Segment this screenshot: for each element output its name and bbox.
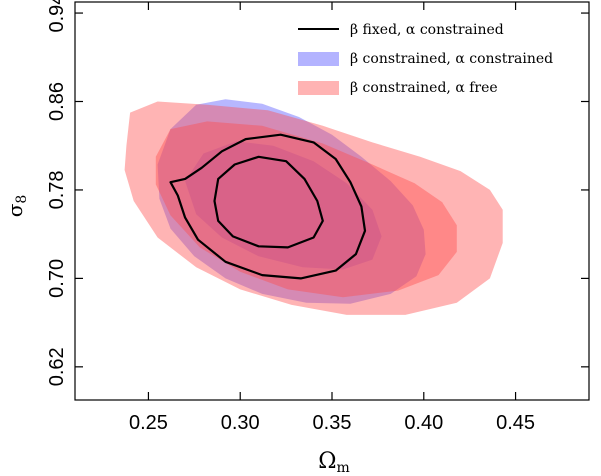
contour-layer (124, 99, 503, 315)
axis-ticks (75, 2, 589, 400)
x-tick-label: 0.40 (404, 412, 443, 434)
y-tick-label: 0.94 (46, 0, 68, 33)
y-tick-label: 0.78 (46, 170, 68, 209)
x-tick-label: 0.35 (313, 412, 352, 434)
contour-series-1-level-1 (155, 121, 457, 298)
legend-swatch-red (298, 81, 339, 95)
y-axis-label: σ8 (3, 195, 30, 218)
tick-labels: 0.25 0.30 0.35 0.40 0.45 0.62 0.70 0.78 0.86 0.94 (46, 0, 535, 434)
legend-swatch-blue (298, 52, 339, 66)
x-tick-label: 0.45 (496, 412, 535, 434)
contour-series-2-level-0 (169, 133, 367, 280)
x-tick-label: 0.25 (129, 412, 168, 434)
contour-series-2-level-1 (213, 155, 324, 249)
legend-label-alpha-free: β constrained, α free (350, 80, 498, 96)
legend-label-beta-fixed: β fixed, α constrained (350, 22, 504, 38)
legend: β fixed, α constrained β constrained, α … (298, 22, 553, 96)
y-tick-label: 0.70 (46, 259, 68, 298)
x-tick-label: 0.30 (221, 412, 260, 434)
y-tick-label: 0.86 (46, 82, 68, 121)
legend-label-beta-alpha-constrained: β constrained, α constrained (350, 51, 553, 67)
y-tick-label: 0.62 (46, 347, 68, 386)
x-axis-label: Ωm (318, 449, 350, 476)
contour-series-2 (169, 133, 367, 280)
